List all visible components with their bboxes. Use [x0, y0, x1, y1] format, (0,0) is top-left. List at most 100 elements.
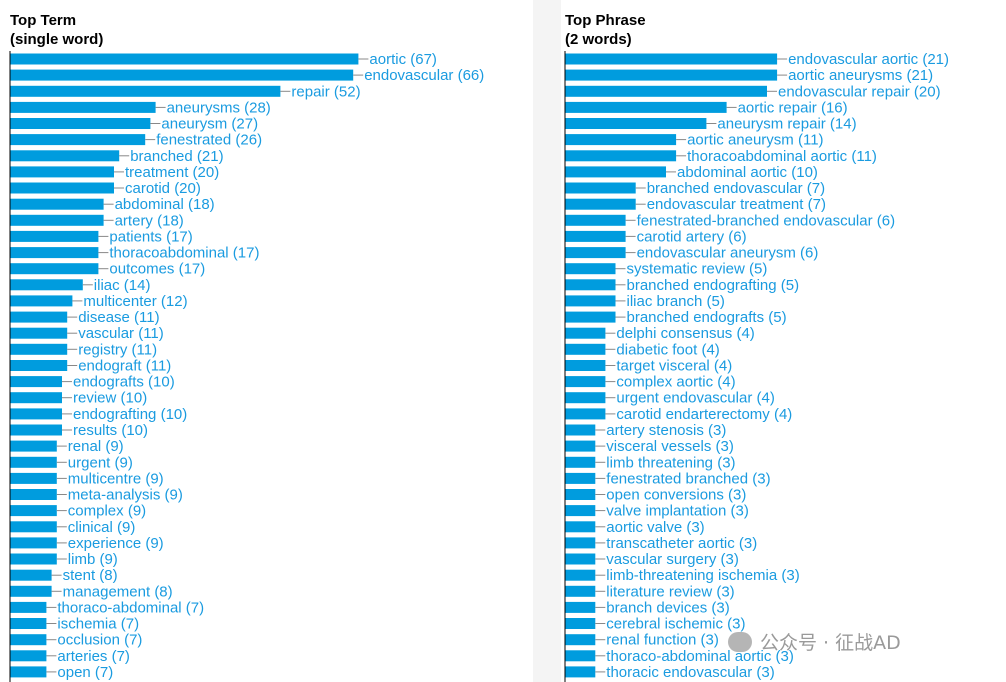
right-bar — [565, 327, 606, 339]
left-bar-label: meta-analysis (9) — [68, 487, 183, 504]
right-chart-title-line1: Top Phrase — [565, 12, 646, 29]
right-bar-label: fenestrated-branched endovascular (6) — [637, 212, 896, 229]
left-bar — [10, 150, 120, 162]
left-bar-label: artery (18) — [115, 212, 184, 229]
left-bar — [10, 392, 62, 404]
right-chart-title: Top Phrase (2 words) — [565, 11, 646, 49]
left-bar — [10, 311, 68, 323]
right-bar-label: target visceral (4) — [616, 358, 732, 375]
left-bar-label: endografting (10) — [73, 406, 187, 423]
watermark-text: 公众号 · 征战AD — [760, 632, 901, 654]
right-bar — [565, 263, 616, 275]
right-bar — [565, 505, 596, 517]
right-bar-label: cerebral ischemic (3) — [606, 616, 745, 633]
left-bar — [10, 521, 57, 533]
left-bar-label: outcomes (17) — [109, 261, 205, 278]
left-bar-label: experience (9) — [68, 535, 164, 552]
left-bar-label: aneurysms (28) — [167, 99, 271, 116]
right-bar — [565, 618, 596, 629]
wechat-icon — [728, 632, 752, 652]
left-bar — [10, 440, 57, 452]
right-bar-label: limb-threatening ischemia (3) — [606, 567, 799, 584]
right-bar — [565, 150, 677, 162]
panel-gutter — [533, 0, 561, 682]
right-bar — [565, 456, 596, 468]
right-bar — [565, 134, 677, 146]
left-bar — [10, 618, 47, 629]
left-bar-label: thoracoabdominal (17) — [109, 245, 259, 262]
right-bar — [565, 247, 626, 259]
left-bar — [10, 295, 73, 307]
right-bar-label: abdominal aortic (10) — [677, 164, 818, 181]
left-bar-label: ischemia (7) — [57, 616, 139, 633]
right-bar-label: carotid endarterectomy (4) — [616, 406, 792, 423]
left-bar-label: stent (8) — [63, 567, 118, 584]
left-bar — [10, 553, 57, 565]
right-bar-label: aneurysm repair (14) — [717, 116, 856, 133]
right-bar-label: literature review (3) — [606, 583, 734, 600]
right-bar-label: endovascular aneurysm (6) — [637, 245, 819, 262]
right-bar — [565, 214, 626, 226]
left-bar — [10, 230, 99, 242]
right-bar — [565, 553, 596, 565]
right-bar — [565, 634, 596, 646]
left-bar-label: arteries (7) — [57, 648, 130, 665]
right-bar — [565, 569, 596, 581]
left-bar-label: disease (11) — [78, 309, 159, 326]
left-bar — [10, 53, 359, 65]
left-bar-label: multicenter (12) — [83, 293, 187, 310]
left-bar — [10, 134, 146, 146]
left-bar — [10, 69, 354, 81]
left-bar-label: iliac (14) — [94, 277, 151, 294]
left-bar — [10, 327, 68, 339]
right-bar — [565, 537, 596, 549]
right-bar-label: iliac branch (5) — [627, 293, 725, 310]
right-bar-label: diabetic foot (4) — [616, 341, 719, 358]
left-chart: aortic (67)endovascular (66)repair (52) a… — [9, 51, 484, 682]
left-bar-label: endograft (11) — [78, 358, 171, 375]
left-chart-title-line2: (single word) — [10, 31, 104, 48]
right-bar — [565, 650, 596, 662]
right-bar-label: delphi consensus (4) — [616, 325, 754, 342]
left-bar-label: fenestrated (26) — [156, 132, 262, 149]
right-bar-label: transcatheter aortic (3) — [606, 535, 757, 552]
right-bar-label: artery stenosis (3) — [606, 422, 726, 439]
left-bar — [10, 118, 151, 129]
right-bar-label: branched endografting (5) — [627, 277, 800, 294]
right-bar — [565, 408, 606, 420]
left-bar — [10, 182, 114, 194]
left-bar — [10, 489, 57, 500]
left-bar-label: multicentre (9) — [68, 470, 164, 487]
left-bar — [10, 456, 57, 468]
right-bar-label: carotid artery (6) — [637, 228, 747, 245]
right-bar-label: thoraco-abdominal aortic (3) — [606, 648, 794, 665]
left-bar-label: occlusion (7) — [57, 632, 142, 649]
left-bar — [10, 537, 57, 549]
right-bar-label: branched endografts (5) — [627, 309, 787, 326]
right-bar-label: branched endovascular (7) — [647, 180, 825, 197]
right-bar — [565, 118, 707, 129]
right-bar — [565, 666, 596, 678]
right-bar-label: complex aortic (4) — [616, 374, 735, 391]
left-bar — [10, 279, 83, 291]
left-bar-label: branched (21) — [130, 148, 223, 165]
left-bar-label: open (7) — [57, 664, 113, 681]
left-bar-label: endovascular (66) — [364, 67, 484, 84]
right-bar — [565, 101, 727, 113]
right-bar — [565, 230, 626, 242]
left-bar — [10, 634, 47, 646]
left-chart-title-line1: Top Term — [10, 12, 77, 29]
left-bar-label: aneurysm (27) — [161, 116, 258, 133]
right-bar — [565, 585, 596, 597]
right-bar — [565, 295, 616, 307]
left-bar — [10, 360, 68, 371]
left-bar-label: review (10) — [73, 390, 147, 407]
right-bar-label: thoracic endovascular (3) — [606, 664, 774, 681]
left-bar — [10, 666, 47, 678]
right-bar-label: endovascular treatment (7) — [647, 196, 826, 213]
left-bar — [10, 505, 57, 517]
right-bar-label: endovascular aortic (21) — [788, 51, 949, 68]
right-bar — [565, 69, 778, 81]
right-bar-label: renal function (3) — [606, 632, 719, 649]
